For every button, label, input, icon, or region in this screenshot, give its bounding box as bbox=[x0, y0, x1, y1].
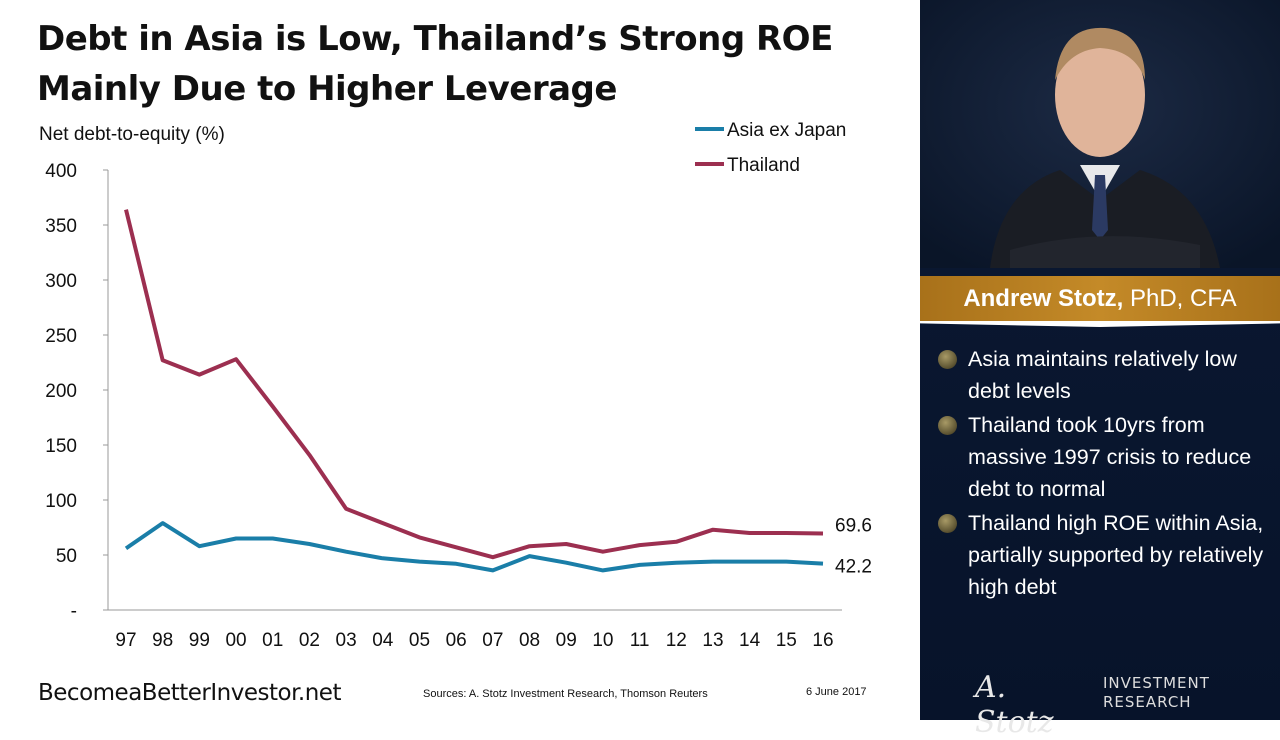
x-tick-label: 08 bbox=[519, 630, 540, 651]
band-divider bbox=[920, 321, 1280, 327]
x-tick-label: 03 bbox=[336, 630, 357, 651]
x-tick-label: 12 bbox=[666, 630, 687, 651]
legend-label: Asia ex Japan bbox=[727, 120, 846, 141]
y-tick-label: 350 bbox=[45, 216, 77, 237]
author-credentials: PhD, CFA bbox=[1123, 285, 1237, 312]
date-label: 6 June 2017 bbox=[806, 686, 867, 698]
end-value-label: 42.2 bbox=[835, 557, 872, 578]
legend-label: Thailand bbox=[727, 155, 800, 176]
x-tick-label: 05 bbox=[409, 630, 430, 651]
series-line-asia-ex-japan bbox=[124, 521, 824, 573]
x-tick-label: 06 bbox=[446, 630, 467, 651]
author-photo bbox=[920, 0, 1280, 268]
y-tick-label: 250 bbox=[45, 326, 77, 347]
y-tick-label: 400 bbox=[45, 161, 77, 182]
author-panel: Andrew Stotz, PhD, CFA Asia maintains re… bbox=[920, 0, 1280, 740]
list-item: Thailand took 10yrs from massive 1997 cr… bbox=[938, 409, 1278, 505]
x-tick-label: 97 bbox=[115, 630, 136, 651]
x-tick-label: 02 bbox=[299, 630, 320, 651]
bullet-orb-icon bbox=[938, 416, 957, 435]
y-tick-label: 50 bbox=[56, 546, 77, 567]
page-title: Debt in Asia is Low, Thailand’s Strong R… bbox=[37, 19, 833, 109]
list-item: Asia maintains relatively low debt level… bbox=[938, 343, 1278, 407]
x-tick-label: 01 bbox=[262, 630, 283, 651]
y-tick-label: 100 bbox=[45, 491, 77, 512]
x-tick-label: 04 bbox=[372, 630, 394, 651]
sources-note: Sources: A. Stotz Investment Research, T… bbox=[423, 688, 708, 700]
bullet-orb-icon bbox=[938, 350, 957, 369]
debt-to-equity-chart: Net debt-to-equity (%) -5010015020025030… bbox=[39, 120, 872, 651]
y-tick-label: 200 bbox=[45, 381, 77, 402]
bullet-orb-icon bbox=[938, 514, 957, 533]
x-tick-label: 11 bbox=[630, 630, 650, 651]
list-item: Thailand high ROE within Asia, partially… bbox=[938, 507, 1278, 603]
x-tick-label: 00 bbox=[225, 630, 246, 651]
x-tick-label: 16 bbox=[812, 630, 833, 651]
key-points-list: Asia maintains relatively low debt level… bbox=[938, 343, 1278, 605]
series-line-thailand bbox=[124, 209, 824, 560]
author-name: Andrew Stotz, bbox=[963, 285, 1124, 312]
brand-link[interactable]: BecomeaBetterInvestor.net bbox=[38, 680, 341, 706]
x-tick-label: 10 bbox=[592, 630, 613, 651]
y-tick-label: - bbox=[71, 601, 77, 622]
x-tick-label: 99 bbox=[189, 630, 210, 651]
x-tick-label: 13 bbox=[702, 630, 723, 651]
y-axis-label: Net debt-to-equity (%) bbox=[39, 124, 225, 145]
x-tick-label: 09 bbox=[556, 630, 577, 651]
x-tick-label: 07 bbox=[482, 630, 503, 651]
x-tick-label: 15 bbox=[776, 630, 797, 651]
y-tick-label: 300 bbox=[45, 271, 77, 292]
x-tick-label: 98 bbox=[152, 630, 173, 651]
y-tick-label: 150 bbox=[45, 436, 77, 457]
x-tick-label: 14 bbox=[739, 630, 761, 651]
end-value-label: 69.6 bbox=[835, 515, 872, 536]
author-name-band: Andrew Stotz, PhD, CFA bbox=[920, 276, 1280, 321]
logo-signature: A. Stotz bbox=[975, 670, 1054, 740]
